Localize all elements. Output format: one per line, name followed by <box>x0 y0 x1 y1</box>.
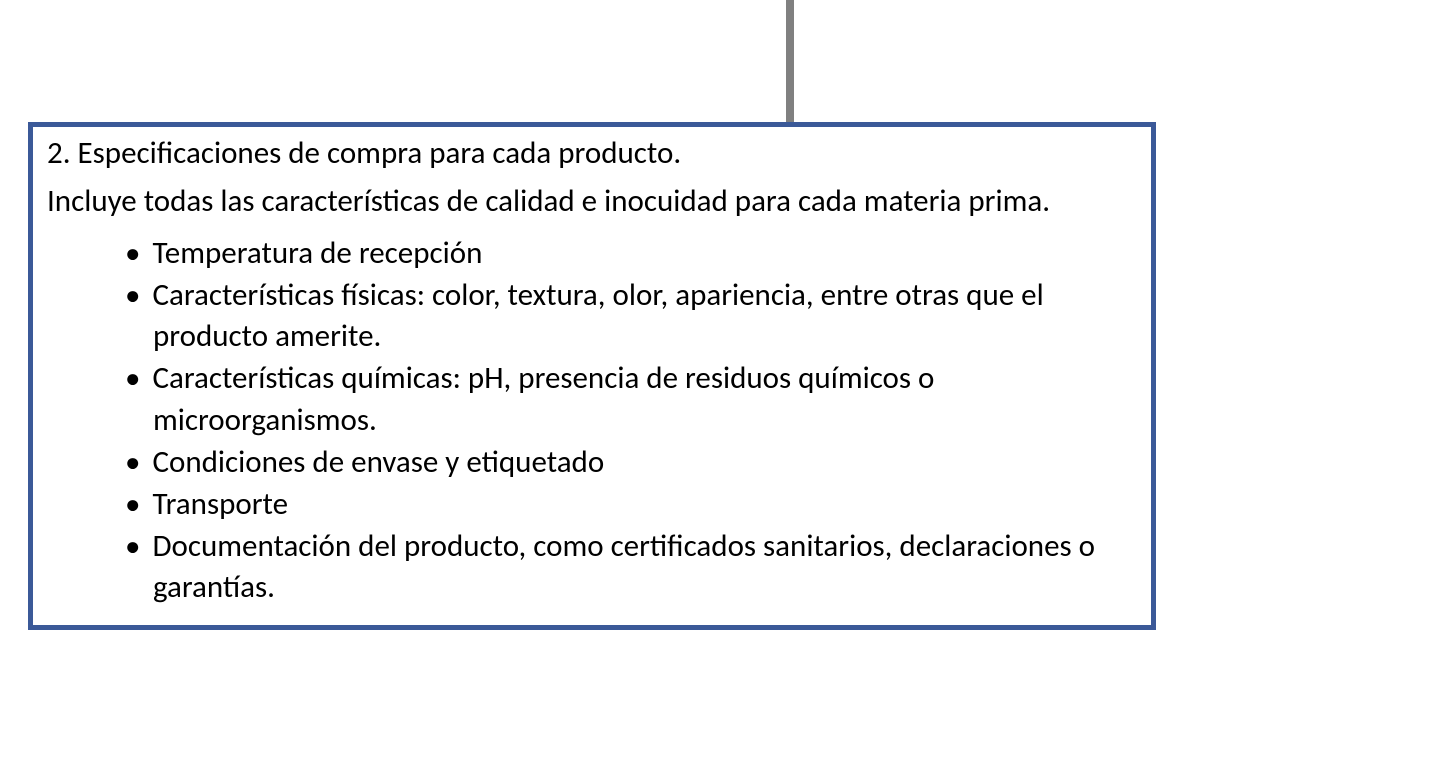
list-item: Condiciones de envase y etiquetado <box>125 442 1137 484</box>
list-item: Documentación del producto, como certifi… <box>125 526 1137 610</box>
box-subtitle: Incluye todas las características de cal… <box>47 181 1137 223</box>
specifications-box: 2. Especificaciones de compra para cada … <box>28 122 1156 630</box>
list-item: Características físicas: color, textura,… <box>125 275 1137 359</box>
list-item: Transporte <box>125 484 1137 526</box>
box-title: 2. Especificaciones de compra para cada … <box>47 133 1137 175</box>
bullet-list: Temperatura de recepción Características… <box>47 233 1137 610</box>
connector-line <box>786 0 794 128</box>
list-item: Características químicas: pH, presencia … <box>125 358 1137 442</box>
list-item: Temperatura de recepción <box>125 233 1137 275</box>
